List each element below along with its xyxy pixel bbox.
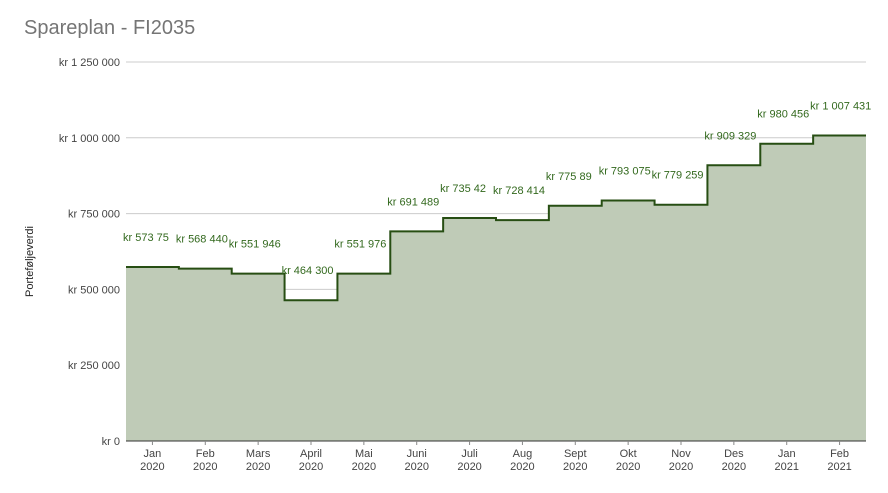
x-tick-label: Juni (407, 448, 427, 460)
x-tick-label-year: 2020 (457, 461, 481, 473)
x-tick-label: Sept (564, 448, 587, 460)
x-tick-label: Okt (620, 448, 637, 460)
y-tick-label: kr 0 (102, 436, 120, 448)
y-tick-label: kr 250 000 (68, 360, 120, 372)
area-fill (126, 135, 866, 441)
x-tick-label-year: 2021 (774, 461, 798, 473)
x-tick-label: Mai (355, 448, 373, 460)
x-tick-label-year: 2020 (193, 461, 217, 473)
x-tick-label: Des (724, 448, 744, 460)
data-label: kr 551 976 (334, 239, 386, 251)
y-tick-label: kr 1 250 000 (59, 57, 120, 69)
x-tick-label: Mars (246, 448, 271, 460)
y-tick-label: kr 750 000 (68, 209, 120, 221)
data-label: kr 793 075 (599, 166, 651, 178)
x-tick-label-year: 2020 (722, 461, 746, 473)
data-label: kr 464 300 (282, 265, 334, 277)
data-label: kr 779 259 (652, 170, 704, 182)
x-tick-label-year: 2020 (246, 461, 270, 473)
x-tick-label-year: 2020 (669, 461, 693, 473)
x-tick-label: Feb (196, 448, 215, 460)
x-tick-label-year: 2020 (404, 461, 428, 473)
data-label: kr 691 489 (387, 196, 439, 208)
y-tick-label: kr 500 000 (68, 284, 120, 296)
x-tick-label-year: 2021 (827, 461, 851, 473)
data-label: kr 1 007 431 (810, 101, 871, 113)
y-axis-title: Porteføljeverdi (24, 226, 36, 297)
x-tick-label: April (300, 448, 322, 460)
x-tick-label-year: 2020 (140, 461, 164, 473)
x-tick-label: Juli (461, 448, 478, 460)
data-label: kr 728 414 (493, 185, 545, 197)
x-tick-label-year: 2020 (563, 461, 587, 473)
x-tick-label-year: 2020 (352, 461, 376, 473)
x-tick-label: Jan (778, 448, 796, 460)
data-label: kr 735 42 (440, 183, 486, 195)
x-tick-label: Aug (513, 448, 533, 460)
x-tick-label: Nov (671, 448, 691, 460)
x-tick-label: Jan (144, 448, 162, 460)
series-line (126, 134, 866, 302)
data-label: kr 980 456 (757, 109, 809, 121)
x-tick-label-year: 2020 (510, 461, 534, 473)
data-label: kr 573 75 (123, 232, 169, 244)
data-label: kr 909 329 (704, 130, 756, 142)
x-tick-label: Feb (830, 448, 849, 460)
chart-title: Spareplan - FI2035 (24, 17, 196, 39)
data-label: kr 551 946 (229, 239, 281, 251)
x-tick-label-year: 2020 (616, 461, 640, 473)
y-tick-label: kr 1 000 000 (59, 133, 120, 145)
data-label: kr 775 89 (546, 171, 592, 183)
x-tick-label-year: 2020 (299, 461, 323, 473)
data-label: kr 568 440 (176, 234, 228, 246)
